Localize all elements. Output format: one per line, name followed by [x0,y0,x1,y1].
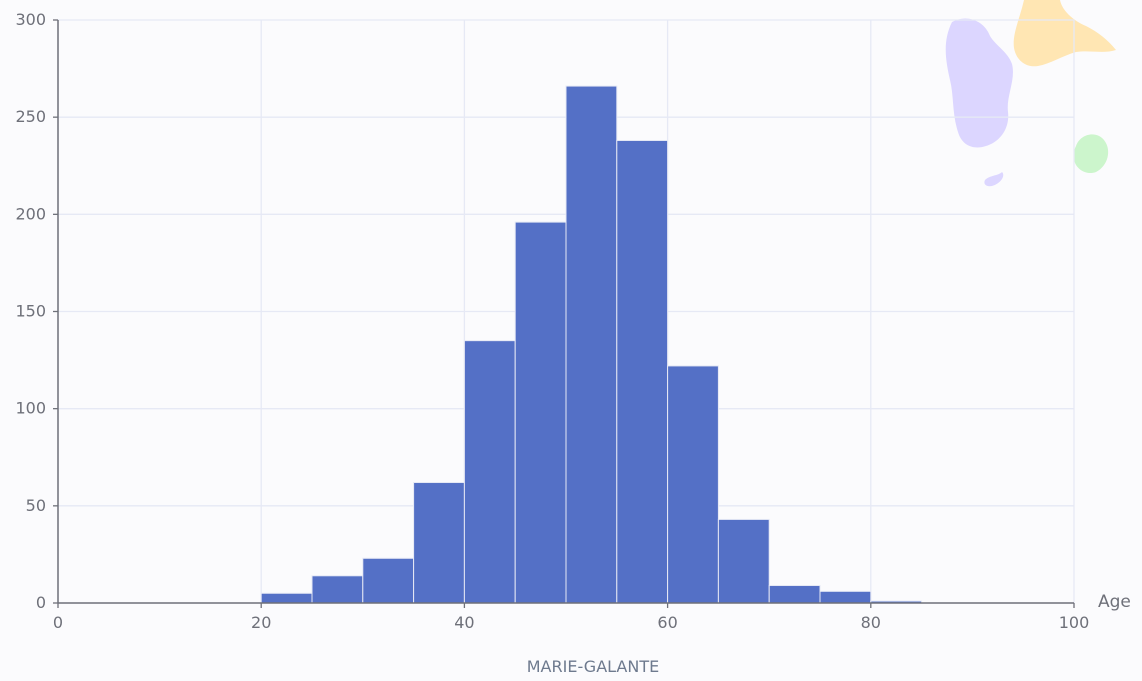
x-tick-label: 100 [1059,613,1090,632]
y-axis-tick-labels: 0 50 100 150 200 250 300 [15,10,46,612]
y-tick-label: 200 [15,204,46,223]
y-tick-label: 50 [26,496,46,515]
histogram-bar[interactable] [514,221,567,604]
y-tick-label: 250 [15,107,46,126]
histogram-bar[interactable] [667,365,719,604]
histogram-bar[interactable] [768,585,821,604]
y-tick-label: 0 [36,593,46,612]
x-tick-label: 80 [861,613,881,632]
histogram-bar[interactable] [819,590,872,604]
histogram-bar[interactable] [463,340,516,604]
histogram-bar[interactable] [362,557,415,604]
x-tick-label: 0 [53,613,63,632]
x-tick-label: 20 [251,613,271,632]
histogram-bars [260,85,923,604]
x-tick-label: 40 [454,613,474,632]
y-tick-label: 300 [15,10,46,29]
axes [53,19,1075,608]
marie-galante-island-shape [1073,134,1109,174]
histogram-bar[interactable] [260,592,313,604]
y-tick-label: 100 [15,399,46,418]
grande-terre-island-shape [1013,0,1116,67]
chart-caption: MARIE-GALANTE [527,657,659,676]
histogram-bar[interactable] [413,482,465,604]
islet-shape [984,172,1004,187]
histogram-bar[interactable] [717,518,770,604]
histogram-bar[interactable] [311,575,364,604]
guadeloupe-map-icon [945,0,1116,187]
x-axis-label: Age [1098,592,1131,612]
basse-terre-island-shape [945,18,1013,148]
histogram-bar[interactable] [616,139,669,604]
histogram-bar[interactable] [565,85,618,604]
y-tick-label: 150 [15,302,46,321]
x-tick-label: 60 [657,613,677,632]
x-axis-tick-labels: 0 20 40 60 80 100 [53,613,1089,632]
